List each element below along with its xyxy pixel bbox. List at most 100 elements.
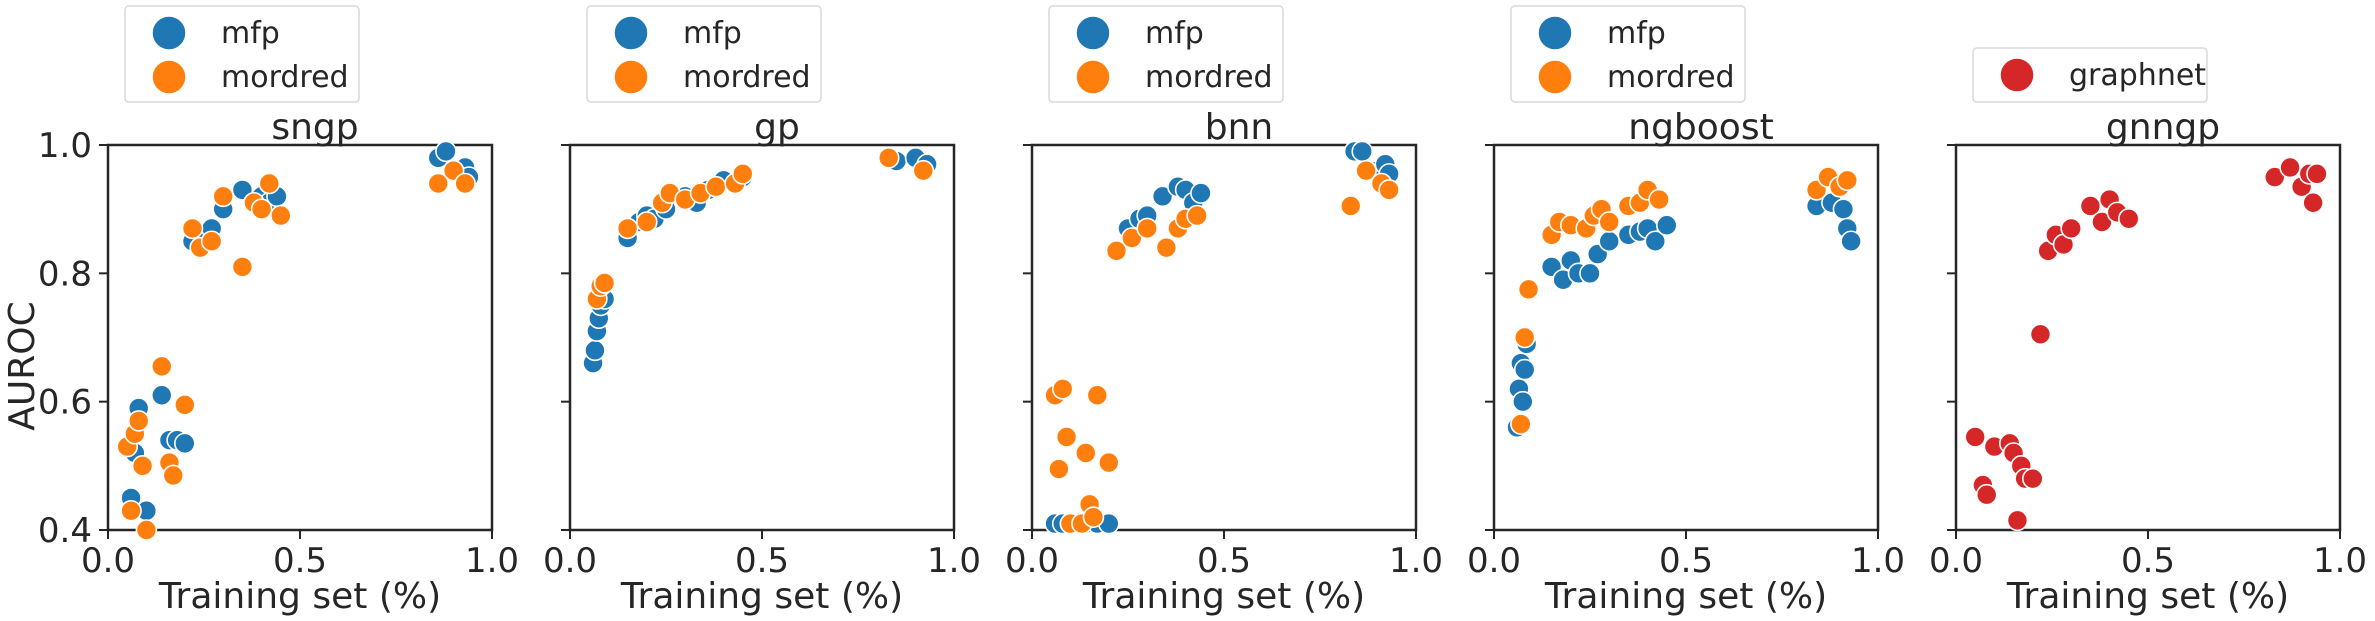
data-point — [877, 147, 900, 169]
series-mordred — [586, 147, 935, 310]
panel-sngp: 0.0 0.5 1.0 0.4 0.6 0.8 1.0 Training set (%) sng… — [38, 5, 519, 617]
legend-label: mordred — [1145, 60, 1273, 95]
data-point — [1121, 227, 1143, 249]
legend: mfp mordred — [586, 5, 822, 103]
data-point — [1644, 230, 1667, 253]
data-point — [1378, 179, 1400, 201]
data-point — [1836, 169, 1859, 192]
x-axis-label: Training set (%) — [620, 576, 903, 617]
x-axis-label: Training set (%) — [1082, 576, 1365, 617]
legend-marker — [613, 59, 649, 95]
data-point — [2079, 195, 2102, 217]
x-tick-label: 1.0 — [465, 541, 519, 581]
data-point — [200, 230, 223, 253]
data-point — [1513, 326, 1536, 349]
y-tick-label: 0.6 — [38, 383, 92, 423]
legend-marker — [613, 15, 649, 51]
panel-title: sngp — [271, 107, 358, 148]
y-tick-label: 1.0 — [38, 126, 92, 166]
data-point — [2060, 217, 2082, 240]
data-point — [427, 172, 450, 195]
data-point — [1082, 506, 1105, 528]
x-tick-label: 0.5 — [735, 541, 789, 581]
data-point — [1155, 236, 1178, 259]
data-point — [131, 455, 154, 477]
x-tick-label: 0.0 — [1467, 541, 1521, 581]
data-point — [1190, 182, 1212, 204]
data-point — [1051, 378, 1074, 400]
data-point — [1512, 390, 1534, 413]
data-point — [1105, 240, 1128, 262]
data-point — [174, 394, 196, 416]
data-point — [1975, 483, 1998, 506]
data-point — [1656, 214, 1678, 237]
x-tick-label: 1.0 — [927, 541, 981, 581]
legend-marker — [1537, 15, 1573, 51]
data-point — [2279, 156, 2301, 179]
data-point — [120, 499, 142, 522]
legend-frame — [1972, 47, 2208, 103]
data-point — [1351, 140, 1374, 163]
data-point — [616, 217, 639, 240]
data-point — [181, 217, 204, 240]
legend-marker — [151, 15, 187, 51]
data-point — [1598, 211, 1620, 233]
data-point — [162, 464, 185, 487]
legend-label: mordred — [1607, 60, 1735, 95]
x-tick-label: 1.0 — [2313, 541, 2367, 581]
data-point — [1098, 451, 1120, 474]
x-tick-label: 0.0 — [1929, 541, 1983, 581]
data-point — [731, 163, 754, 185]
data-point — [2302, 191, 2324, 214]
legend-label: mfp — [221, 16, 280, 51]
x-tick-label: 0.5 — [273, 541, 327, 581]
data-point — [1048, 458, 1070, 480]
legend-label: mfp — [1607, 16, 1666, 51]
legend: mfp mordred — [1048, 5, 1284, 103]
data-point — [912, 159, 935, 182]
x-axis-label: Training set (%) — [158, 576, 441, 617]
legend-marker — [151, 59, 187, 95]
series-mordred — [116, 159, 476, 541]
data-point — [593, 272, 616, 294]
data-point — [2306, 163, 2328, 185]
data-point — [1648, 188, 1670, 211]
panel-bnn: 0.0 0.5 1.0 Training set (%) bnn mfp mordred — [1005, 5, 1443, 617]
panel-title: gnngp — [2106, 107, 2220, 148]
data-point — [1186, 204, 1208, 227]
x-tick-label: 0.0 — [1005, 541, 1059, 581]
data-point — [1339, 195, 1362, 217]
legend-label: mordred — [221, 60, 349, 95]
panel-title: bnn — [1205, 107, 1273, 148]
axes-frame — [568, 143, 956, 532]
data-point — [1840, 230, 1862, 253]
legend-label: mfp — [1145, 16, 1204, 51]
legend-marker — [1075, 15, 1111, 51]
data-point — [1151, 185, 1174, 208]
data-point — [1964, 426, 1986, 448]
legend-marker — [1537, 59, 1573, 95]
x-tick-label: 0.5 — [1659, 541, 1713, 581]
y-tick-label: 0.8 — [38, 254, 92, 294]
legend: graphnet — [1972, 47, 2208, 103]
series-graphnet — [1964, 156, 2328, 532]
data-point — [1136, 217, 1158, 240]
series-mordred — [1510, 166, 1859, 435]
data-point — [1086, 384, 1109, 407]
panel-gp: 0.0 0.5 1.0 Training set (%) gp mfp mordred — [543, 5, 981, 617]
data-point — [150, 384, 173, 407]
x-tick-label: 0.0 — [81, 541, 135, 581]
data-point — [2091, 211, 2113, 233]
data-point — [174, 432, 196, 455]
y-axis-label: AUROC — [2, 301, 43, 430]
series-mordred — [1044, 159, 1400, 535]
legend-label: mfp — [683, 16, 742, 51]
panel-title: gp — [754, 107, 800, 148]
data-point — [135, 519, 158, 541]
panel-ngboost: 0.0 0.5 1.0 Training set (%) ngboost mfp mordr… — [1467, 5, 1905, 617]
data-point — [2029, 323, 2052, 346]
data-point — [1579, 262, 1601, 285]
data-point — [584, 339, 606, 362]
data-point — [231, 256, 254, 278]
